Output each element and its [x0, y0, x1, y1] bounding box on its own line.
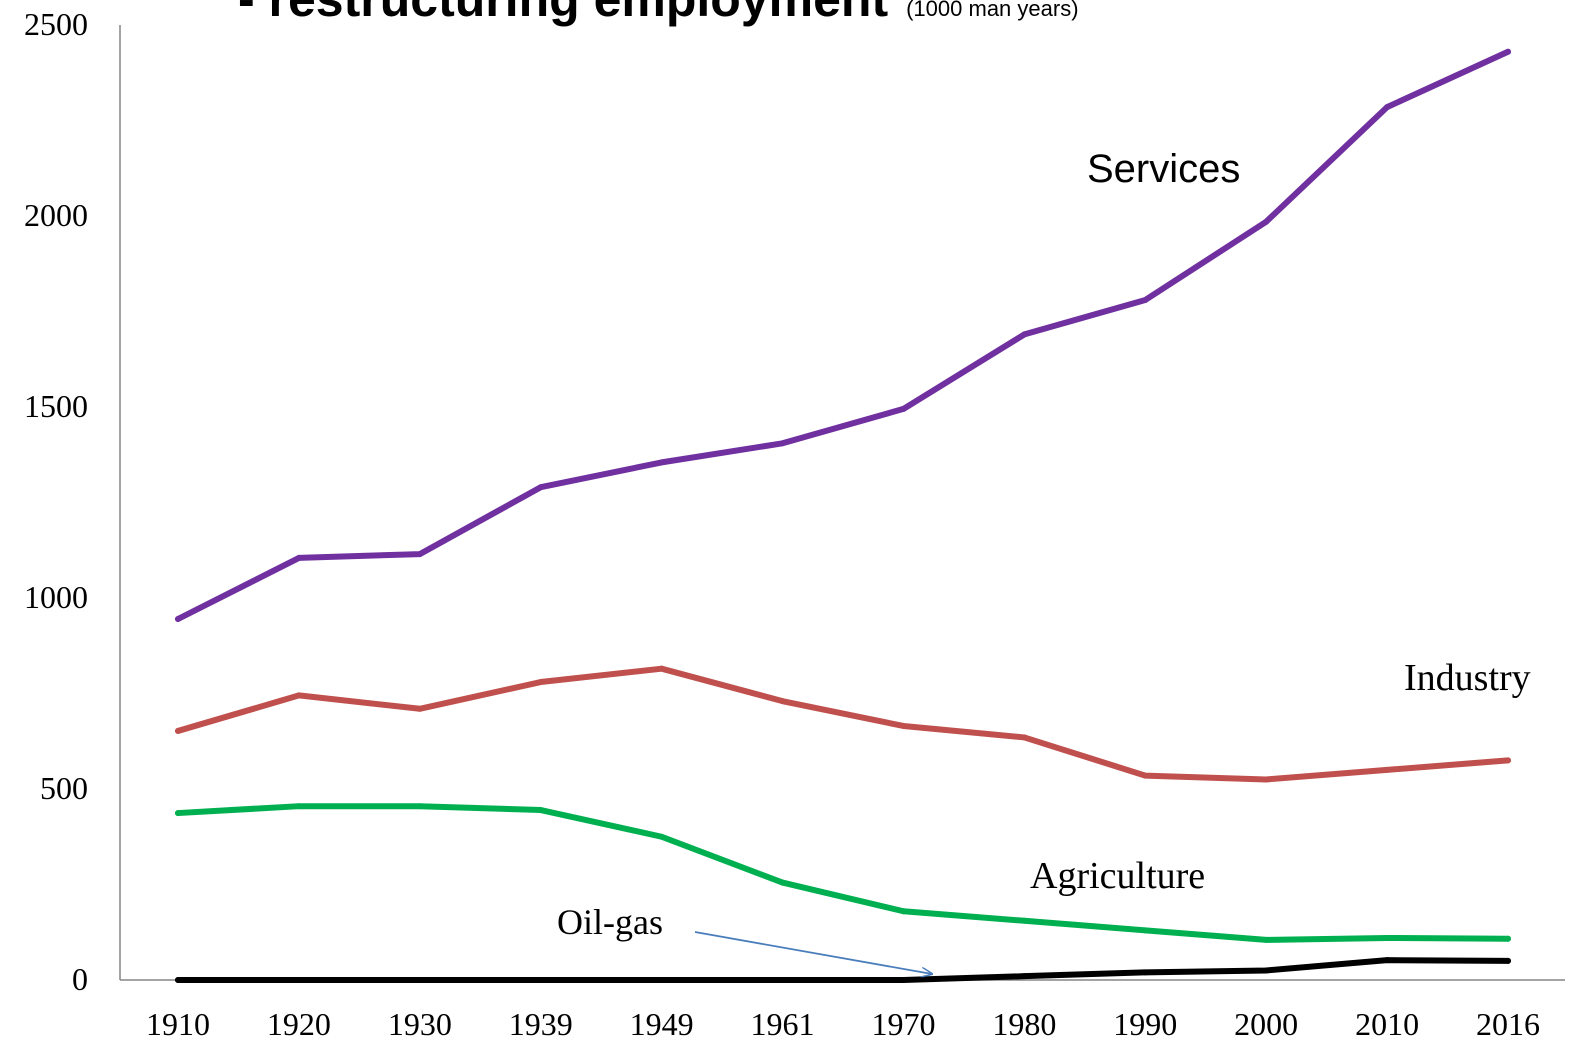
x-tick-label: 2000 [1234, 1006, 1298, 1042]
data-point [1384, 957, 1391, 964]
data-point [1263, 218, 1270, 225]
y-tick-label: 2000 [24, 197, 88, 233]
data-point [295, 692, 302, 699]
data-point [1142, 772, 1149, 779]
series-label-oil-gas: Oil-gas [557, 902, 663, 942]
data-point [416, 803, 423, 810]
data-point [658, 833, 665, 840]
axes: 0 500 1000 1500 2000 2500 1910 1920 1930 1939 1949… [24, 6, 1565, 1042]
y-tick-label: 500 [40, 770, 88, 806]
data-point [537, 977, 544, 983]
x-tick-label: 1920 [267, 1006, 331, 1042]
chart-subtitle: (1000 man years) [906, 0, 1079, 21]
data-point [295, 803, 302, 810]
x-tick-label: 1930 [388, 1006, 452, 1042]
data-point [175, 616, 181, 623]
y-tick-label: 1500 [24, 388, 88, 424]
x-tick-label: 1910 [146, 1006, 210, 1042]
data-point [1021, 331, 1028, 338]
data-point [1505, 935, 1511, 942]
series-line-services [175, 48, 1511, 623]
data-point [1142, 927, 1149, 934]
data-point [295, 977, 302, 983]
oil-gas-arrow [694, 931, 932, 974]
data-point [779, 879, 786, 886]
series-labels: Services Industry Agriculture Oil-gas [557, 147, 1531, 974]
data-point [900, 405, 907, 412]
data-point [1505, 757, 1511, 764]
x-tick-label: 1970 [871, 1006, 935, 1042]
data-point [175, 977, 181, 983]
x-tick-label: 2016 [1476, 1006, 1540, 1042]
chart-title-block: - restructuring employment (1000 man year… [238, 0, 1079, 28]
y-tick-label: 1000 [24, 579, 88, 615]
data-point [779, 698, 786, 705]
series-line-industry [175, 665, 1511, 783]
series-line-oil-gas [175, 957, 1511, 983]
data-point [658, 459, 665, 466]
y-tick-label: 0 [72, 961, 88, 997]
data-point [295, 554, 302, 561]
data-point [1263, 967, 1270, 974]
data-point [1384, 766, 1391, 773]
data-point [1142, 297, 1149, 304]
data-point [1505, 48, 1511, 55]
data-point [175, 727, 181, 734]
x-tick-label: 1961 [751, 1006, 815, 1042]
data-point [1384, 934, 1391, 941]
data-point [1142, 969, 1149, 976]
series-line-agriculture [175, 803, 1511, 943]
data-point [900, 977, 907, 983]
data-point [1263, 936, 1270, 943]
data-point [175, 810, 181, 817]
data-point [537, 484, 544, 491]
data-point [1021, 917, 1028, 924]
data-point [1021, 734, 1028, 741]
data-point [900, 908, 907, 915]
data-point [537, 679, 544, 686]
series-label-agriculture: Agriculture [1030, 855, 1205, 897]
x-tick-label: 2010 [1355, 1006, 1419, 1042]
data-point [658, 977, 665, 983]
series-lines [175, 48, 1511, 983]
data-point [779, 440, 786, 447]
data-point [537, 807, 544, 814]
series-label-industry: Industry [1404, 657, 1531, 699]
data-point [1505, 957, 1511, 964]
data-point [416, 705, 423, 712]
x-tick-label: 1990 [1113, 1006, 1177, 1042]
data-point [1021, 973, 1028, 980]
data-point [416, 551, 423, 558]
data-point [1263, 776, 1270, 783]
data-point [900, 722, 907, 729]
x-tick-label: 1949 [630, 1006, 694, 1042]
series-label-services: Services [1087, 147, 1240, 191]
y-tick-label: 2500 [24, 6, 88, 42]
x-tick-label: 1980 [992, 1006, 1056, 1042]
x-tick-label: 1939 [509, 1006, 573, 1042]
data-point [779, 977, 786, 983]
chart-title: - restructuring employment [238, 0, 888, 27]
data-point [416, 977, 423, 983]
data-point [658, 665, 665, 672]
data-point [1384, 104, 1391, 111]
